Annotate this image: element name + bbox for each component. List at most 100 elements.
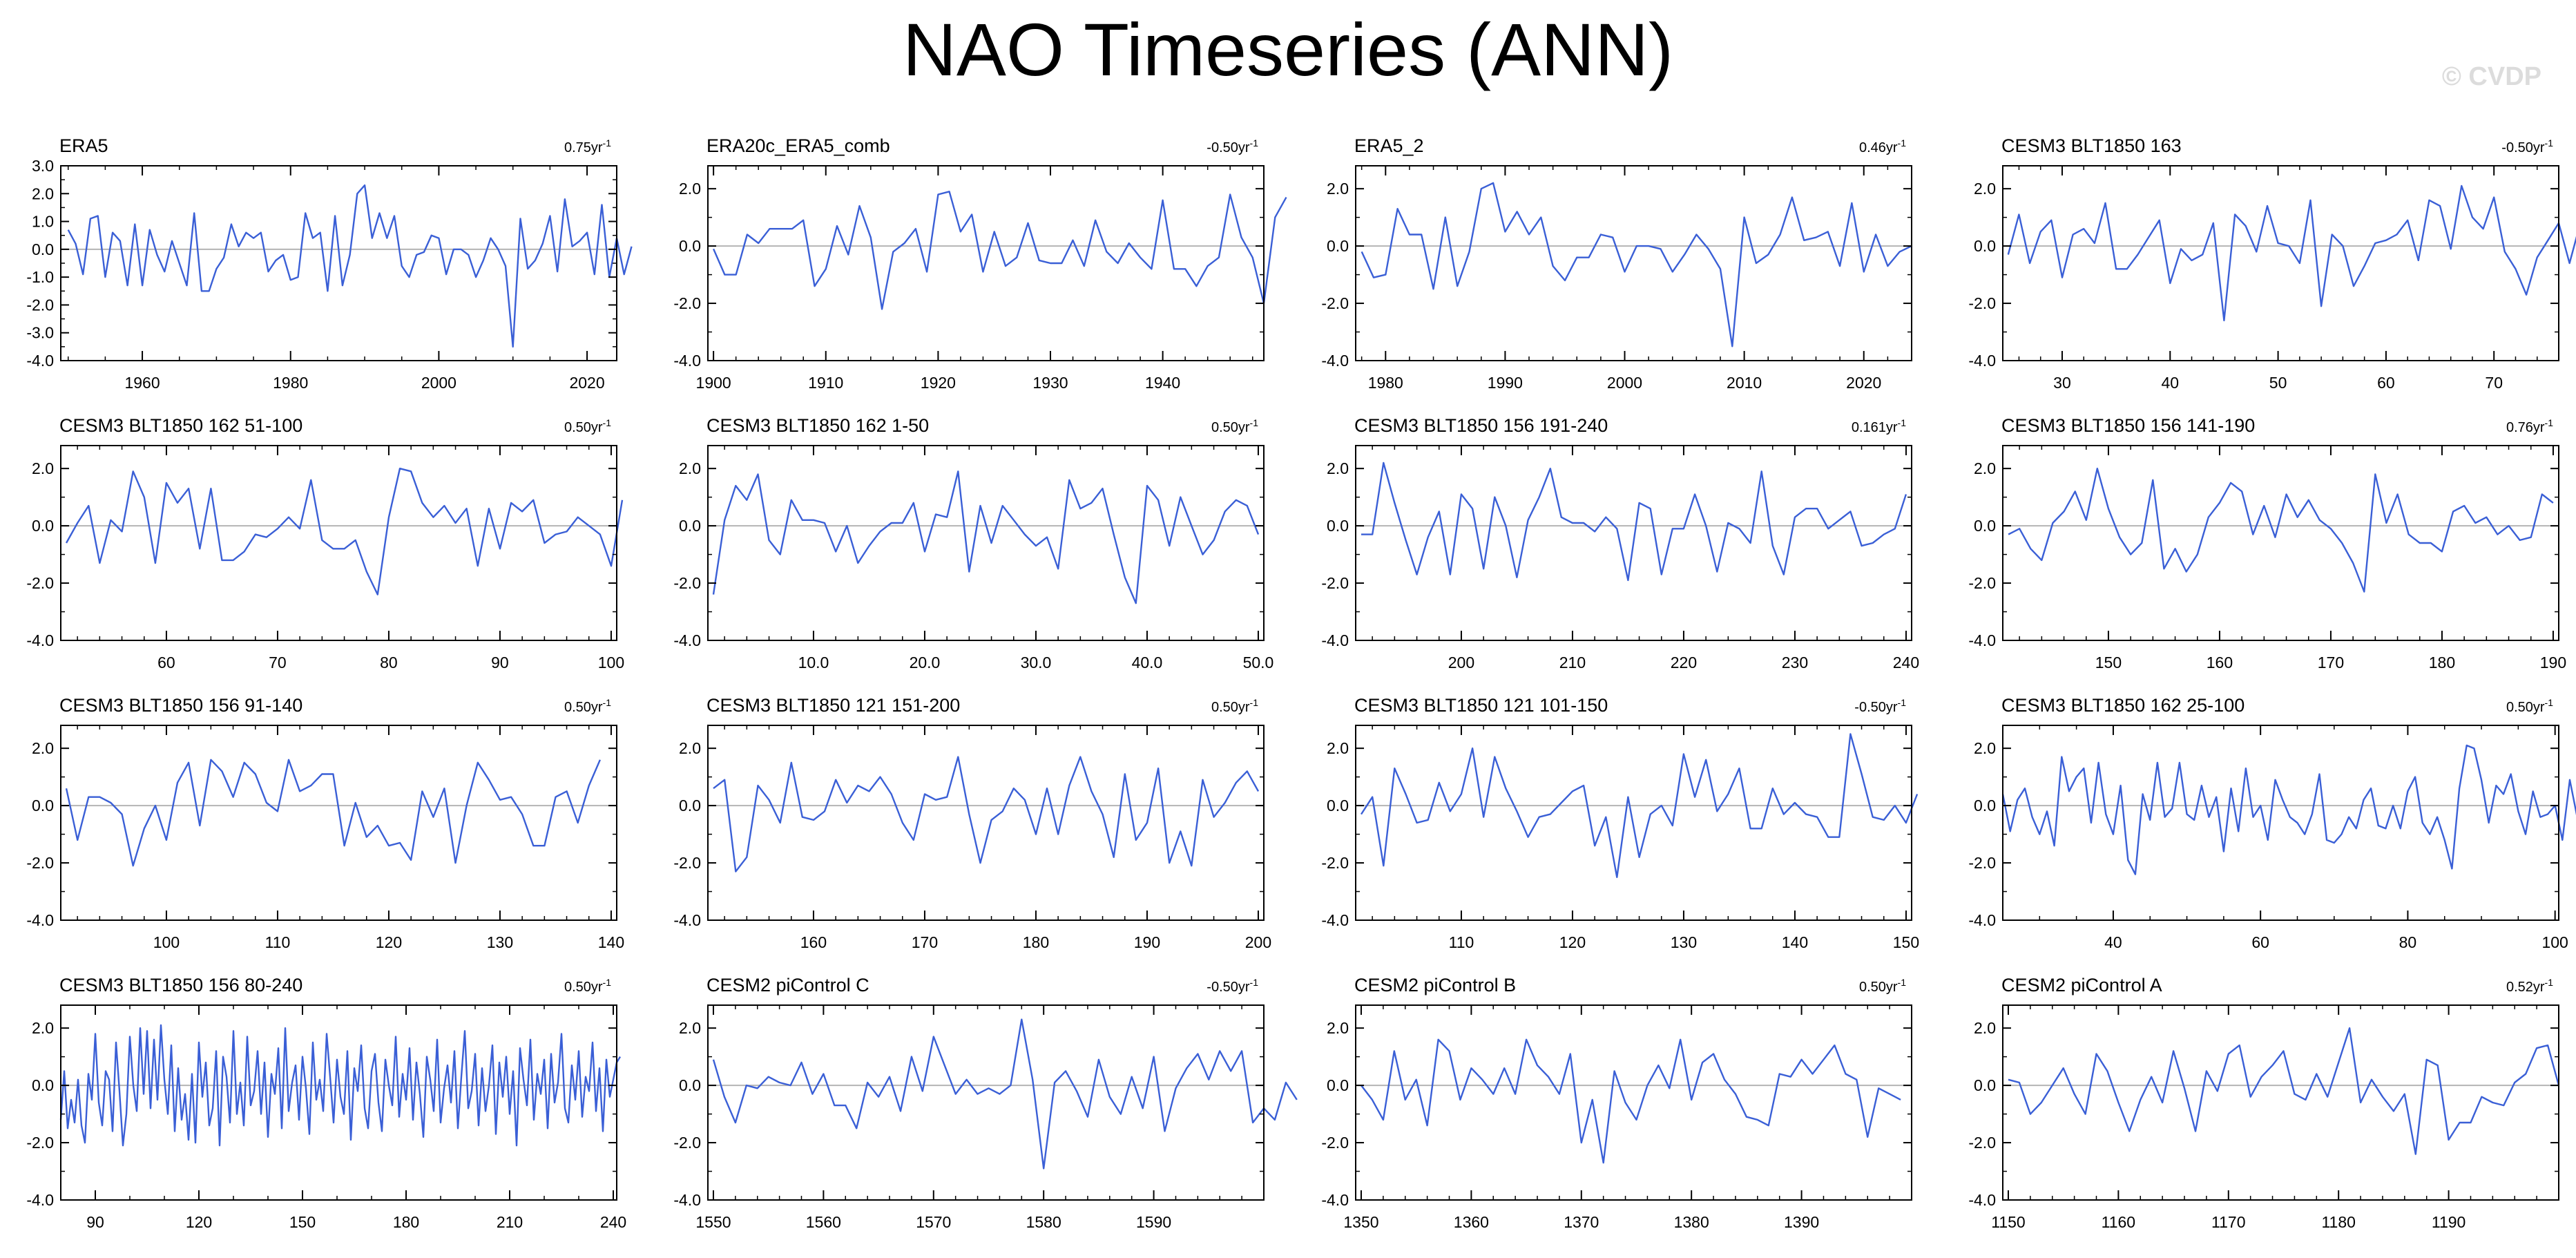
chart-panel-4: CESM3 BLT1850 163 -0.50yr-1 2.0 0.0 -2.0 -4.0…	[1968, 135, 2576, 392]
y-tick-label: 2.0	[32, 459, 54, 477]
x-tick-label: 2000	[1607, 374, 1642, 392]
x-tick-label: 1980	[273, 374, 308, 392]
x-tick-label: 100	[598, 654, 624, 671]
y-tick-label: 2.0	[679, 459, 701, 477]
y-tick-label: 2.0	[32, 1019, 54, 1037]
y-tick-label: 0.0	[32, 517, 54, 535]
y-tick-label: -4.0	[673, 352, 701, 370]
x-tick-label: 1160	[2102, 1213, 2135, 1231]
y-tick-label: -2.0	[1968, 294, 1996, 312]
trend-label: 0.50yr-1	[1211, 417, 1258, 435]
panel-title: CESM3 BLT1850 121 151-200	[707, 695, 960, 716]
y-tick-label: -4.0	[1968, 631, 1996, 649]
panel-title: ERA5	[59, 135, 108, 156]
x-tick-label: 1170	[2211, 1213, 2245, 1231]
x-tick-label: 1920	[921, 374, 956, 392]
x-tick-label: 1550	[695, 1213, 731, 1231]
panel-title: ERA20c_ERA5_comb	[707, 135, 890, 156]
x-tick-label: 1930	[1032, 374, 1068, 392]
x-tick-label: 130	[487, 933, 513, 951]
y-tick-label: -2.0	[1321, 854, 1349, 872]
y-tick-label: 0.0	[1327, 1076, 1349, 1094]
x-tick-label: 1940	[1145, 374, 1180, 392]
x-tick-label: 60	[2377, 374, 2395, 392]
trend-label: 0.75yr-1	[564, 137, 611, 155]
panel-title: CESM2 piControl C	[707, 975, 869, 995]
chart-panel-13: CESM3 BLT1850 156 80-240 0.50yr-1 2.0 0.0 -2…	[26, 975, 626, 1231]
y-tick-label: -2.0	[1968, 1134, 1996, 1152]
x-tick-label: 40	[2104, 933, 2122, 951]
trend-label: 0.46yr-1	[1859, 137, 1906, 155]
chart-panel-8: CESM3 BLT1850 156 141-190 0.76yr-1 2.0 0.0 -…	[1968, 415, 2566, 671]
plot-frame	[2002, 445, 2559, 641]
x-tick-label: 90	[491, 654, 509, 671]
y-tick-label: -1.0	[26, 268, 54, 286]
plot-frame	[60, 725, 617, 921]
y-tick-label: -3.0	[26, 324, 54, 342]
x-tick-label: 220	[1671, 654, 1697, 671]
x-tick-label: 210	[1559, 654, 1586, 671]
y-tick-label: 1.0	[32, 213, 54, 231]
plot-frame	[1355, 725, 1912, 921]
x-tick-label: 200	[1448, 654, 1474, 671]
x-tick-label: 110	[1449, 933, 1474, 951]
x-tick-label: 1350	[1343, 1213, 1378, 1231]
x-tick-label: 50.0	[1243, 654, 1274, 671]
x-tick-label: 80	[2399, 933, 2417, 951]
x-tick-label: 1390	[1784, 1213, 1819, 1231]
x-tick-label: 2000	[421, 374, 456, 392]
x-tick-label: 90	[86, 1213, 104, 1231]
y-tick-label: -4.0	[26, 352, 54, 370]
plot-frame	[1355, 445, 1912, 641]
chart-panel-2: ERA20c_ERA5_comb -0.50yr-1 2.0 0.0 -2.0 -4.0 1…	[673, 135, 1287, 392]
chart-panel-9: CESM3 BLT1850 156 91-140 0.50yr-1 2.0 0.0 -2…	[26, 695, 624, 951]
y-tick-label: -4.0	[673, 911, 701, 929]
x-tick-label: 10.0	[798, 654, 829, 671]
nao-series-line	[1360, 733, 1919, 879]
chart-panel-10: CESM3 BLT1850 121 151-200 0.50yr-1 2.0 0.0 -…	[673, 695, 1271, 951]
chart-panel-3: ERA5_2 0.46yr-1 2.0 0.0 -2.0 -4.0 1980 1990 2000…	[1321, 135, 1912, 392]
panel-title: CESM2 piControl A	[2001, 975, 2162, 995]
trend-label: 0.50yr-1	[564, 697, 611, 715]
x-tick-label: 150	[1893, 933, 1919, 951]
x-tick-label: 1150	[1991, 1213, 2025, 1231]
y-tick-label: 2.0	[1974, 1019, 1996, 1037]
trend-label: 0.50yr-1	[1859, 977, 1906, 995]
nao-series-line	[712, 1018, 1298, 1170]
y-tick-label: -2.0	[673, 294, 701, 312]
y-tick-label: 0.0	[1974, 797, 1996, 814]
y-tick-label: -4.0	[1321, 1191, 1349, 1209]
x-tick-label: 170	[912, 933, 938, 951]
x-tick-label: 200	[1245, 933, 1271, 951]
y-tick-label: -4.0	[673, 1191, 701, 1209]
nao-series-line	[713, 756, 1260, 873]
x-tick-label: 150	[289, 1213, 316, 1231]
x-tick-label: 70	[269, 654, 287, 671]
y-tick-label: 0.0	[32, 240, 54, 258]
x-tick-label: 1190	[2432, 1213, 2466, 1231]
y-tick-label: 2.0	[1327, 1019, 1349, 1037]
y-tick-label: -2.0	[1321, 574, 1349, 592]
y-tick-label: 2.0	[1327, 739, 1349, 757]
plot-frame	[707, 1004, 1265, 1201]
panel-title: CESM3 BLT1850 162 1-50	[707, 415, 929, 436]
plot-frame	[707, 165, 1265, 361]
x-tick-label: 2010	[1727, 374, 1762, 392]
y-tick-label: -4.0	[1321, 352, 1349, 370]
trend-label: -0.50yr-1	[1854, 697, 1906, 715]
chart-panel-5: CESM3 BLT1850 162 51-100 0.50yr-1 2.0 0.0 -2…	[26, 415, 624, 671]
x-tick-label: 230	[1782, 654, 1808, 671]
y-tick-label: 0.0	[679, 237, 701, 255]
x-tick-label: 60	[2251, 933, 2269, 951]
x-tick-label: 120	[186, 1213, 212, 1231]
y-tick-label: 0.0	[1327, 517, 1349, 535]
chart-panel-6: CESM3 BLT1850 162 1-50 0.50yr-1 2.0 0.0 -2.0…	[673, 415, 1273, 671]
y-tick-label: -2.0	[1321, 294, 1349, 312]
x-tick-label: 1380	[1674, 1213, 1709, 1231]
y-tick-label: -4.0	[26, 1191, 54, 1209]
y-tick-label: -2.0	[26, 296, 54, 314]
x-tick-label: 190	[2540, 654, 2566, 671]
y-tick-label: 2.0	[679, 739, 701, 757]
y-tick-label: -2.0	[26, 854, 54, 872]
